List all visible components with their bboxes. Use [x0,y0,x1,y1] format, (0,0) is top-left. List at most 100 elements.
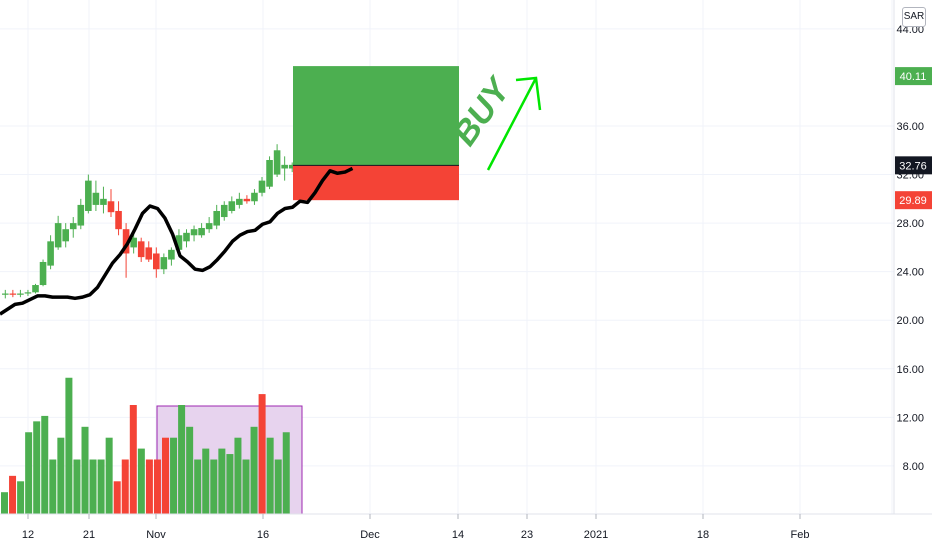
candle-body [220,204,228,218]
candle-body [183,232,190,242]
volume-bar [25,432,33,514]
candle-body [160,257,168,270]
candle-body [145,247,153,260]
candle-body [153,253,160,270]
x-tick-label: Feb [791,529,810,541]
candlestick-series [2,144,304,299]
volume-bar [65,377,73,514]
candle-body [137,241,145,258]
volume-bar [89,459,97,514]
volume-bar [153,459,161,514]
price-axis[interactable]: 44.0036.0032.0028.0024.0020.0016.0012.00… [893,0,932,514]
volume-bar [57,437,65,514]
volume-bar [129,405,137,514]
candle-body [266,159,273,187]
candle-body [2,293,9,295]
volume-bar [178,405,186,514]
candle-body [122,229,130,254]
volume-bar [33,421,41,514]
x-tick-label: 21 [83,529,95,541]
volume-bar [137,448,145,514]
buy-arrow-icon [486,76,542,171]
x-tick-label: Nov [146,529,166,541]
candle-body [85,180,92,211]
candle-body [130,237,137,248]
candle-body [236,198,243,205]
profit-zone [293,66,459,166]
volume-bar [226,454,234,514]
moving-average-line [0,166,354,316]
volume-bar [210,459,218,514]
volume-bar [194,459,202,514]
currency-label[interactable]: SAR [902,7,926,27]
candle-body [168,249,175,260]
y-tick-label: 36.00 [896,121,924,133]
price-badge-label: 32.76 [899,160,927,172]
y-tick-label: 8.00 [903,461,924,473]
y-tick-label: 24.00 [896,267,924,279]
volume-bar [282,432,290,514]
volume-bar [162,437,169,514]
candle-body [273,150,281,175]
candle-body [281,164,288,169]
price-badge-label: 29.89 [899,195,927,207]
candle-body [115,210,122,230]
candle-body [107,201,115,213]
candle-body [175,235,183,250]
candle-body [258,180,266,193]
volume-bar [81,426,89,514]
y-tick-label: 12.00 [896,412,924,424]
price-badge [895,156,932,175]
time-axis[interactable]: 12 21 Nov 16 Dec 14 23 2021 18 Feb [0,513,932,550]
volume-bars [1,377,290,514]
candle-body [62,229,69,242]
candle-body [77,204,85,226]
x-tick-label: 16 [257,529,269,541]
y-tick-label: 20.00 [896,315,924,327]
candle-body [69,223,77,230]
volume-bar [49,459,57,514]
candle-body [17,293,24,295]
x-tick-label: 12 [22,529,34,541]
long-position-tool[interactable] [293,66,459,201]
candle-body [54,223,62,248]
x-tick-label: 18 [697,529,709,541]
candle-body [251,192,258,202]
candle-body [228,201,236,211]
volume-bar [202,448,210,514]
x-tick-label: 23 [521,529,533,541]
price-badge [895,191,932,210]
volume-bar [218,448,226,514]
volume-bar [1,492,8,514]
volume-bar [170,437,178,514]
candle-body [39,261,47,286]
candle-body [213,210,220,226]
candle-body [190,229,198,236]
volume-bar [250,426,258,514]
volume-bar [113,481,121,514]
chart-grid [0,0,894,514]
buy-annotation[interactable]: BUY [445,69,542,171]
candle-body [288,164,296,169]
price-axis-bg [894,0,932,514]
volume-bar [186,426,194,514]
candle-body [24,292,32,294]
candle-body [198,227,205,236]
y-tick-label: 28.00 [896,218,924,230]
price-badge-label: 40.11 [900,71,927,83]
x-tick-label: Dec [360,529,380,541]
volume-bar [274,459,282,514]
candle-body [100,198,107,205]
candle-body [32,285,39,293]
y-tick-label: 16.00 [896,364,924,376]
volume-bar [121,459,129,514]
ma-polyline [0,166,354,316]
price-badge [895,67,932,86]
volume-bar [145,459,153,514]
volume-bar [105,437,113,514]
volume-bar [73,459,81,514]
candle-body [9,293,17,295]
price-badges: 40.11 32.76 29.89 [895,67,932,210]
volume-bar [41,415,49,514]
